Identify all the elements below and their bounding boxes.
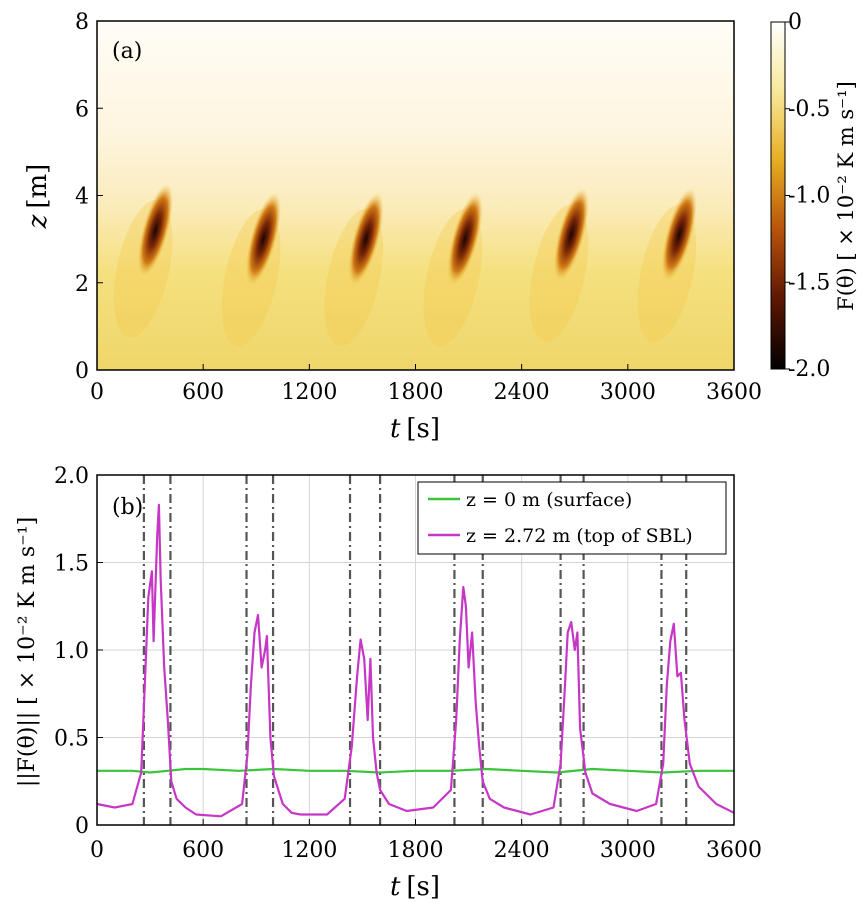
x-tick-label: 600 — [182, 380, 224, 405]
colorbar-tick-label: -2.0 — [788, 357, 830, 382]
y-tick-label: 0.5 — [54, 727, 89, 752]
colorbar-ticks: 0 -0.5 -1.0 -1.5 -2.0 — [785, 10, 830, 382]
y-tick-label: 1.0 — [54, 639, 89, 664]
y-tick-label: 0 — [75, 359, 89, 384]
legend-label-sbl: z = 2.72 m (top of SBL) — [466, 525, 693, 547]
colorbar-tick-label: -0.5 — [788, 97, 830, 122]
legend: z = 0 m (surface) z = 2.72 m (top of SBL… — [418, 482, 726, 554]
x-tick-label: 1800 — [388, 380, 444, 405]
heatmap-field — [97, 21, 734, 370]
panel-label-b: (b) — [112, 495, 143, 520]
line-x-axis-label: t [s] — [390, 872, 440, 902]
y-tick-label: 1.5 — [54, 552, 89, 577]
panel-label-a: (a) — [112, 39, 142, 64]
legend-label-surface: z = 0 m (surface) — [466, 489, 632, 511]
x-tick-label: 2400 — [494, 380, 550, 405]
y-tick-label: 6 — [75, 97, 89, 122]
y-tick-label: 4 — [75, 185, 89, 210]
x-tick-label: 2400 — [494, 838, 550, 863]
x-tick-label: 1200 — [281, 838, 337, 863]
heatmap-y-axis-label: z[m] — [23, 164, 53, 230]
x-tick-label: 3000 — [600, 838, 656, 863]
colorbar: 0 -0.5 -1.0 -1.5 -2.0 F(θ) [ × 10⁻² K m s⁻¹] — [771, 10, 858, 382]
line-y-axis-label: ||F(θ)|| [ × 10⁻² K m s⁻¹] — [15, 517, 40, 787]
x-tick-label: 3600 — [706, 380, 762, 405]
y-tick-label: 8 — [75, 10, 89, 35]
x-tick-label: 0 — [90, 380, 104, 405]
x-tick-label: 600 — [182, 838, 224, 863]
heatmap-x-axis-label: t [s] — [390, 414, 440, 444]
x-tick-label: 3600 — [706, 838, 762, 863]
y-tick-label: 0 — [75, 814, 89, 839]
line-panel: (b) 0 600 1200 1800 2400 3000 3600 0 0.5 1.0 1.5 2… — [15, 464, 762, 902]
y-tick-label: 2.0 — [54, 464, 89, 489]
x-tick-label: 3000 — [600, 380, 656, 405]
colorbar-scale — [771, 22, 785, 369]
colorbar-tick-label: -1.5 — [788, 270, 830, 295]
x-tick-label: 0 — [90, 838, 104, 863]
x-tick-label: 1800 — [388, 838, 444, 863]
colorbar-label: F(θ) [ × 10⁻² K m s⁻¹] — [834, 81, 858, 311]
y-tick-label: 2 — [75, 272, 89, 297]
colorbar-tick-label: -1.0 — [788, 184, 830, 209]
colorbar-tick-label: 0 — [788, 10, 802, 35]
line-y-ticks: 0 0.5 1.0 1.5 2.0 — [54, 464, 103, 839]
x-tick-label: 1200 — [281, 380, 337, 405]
